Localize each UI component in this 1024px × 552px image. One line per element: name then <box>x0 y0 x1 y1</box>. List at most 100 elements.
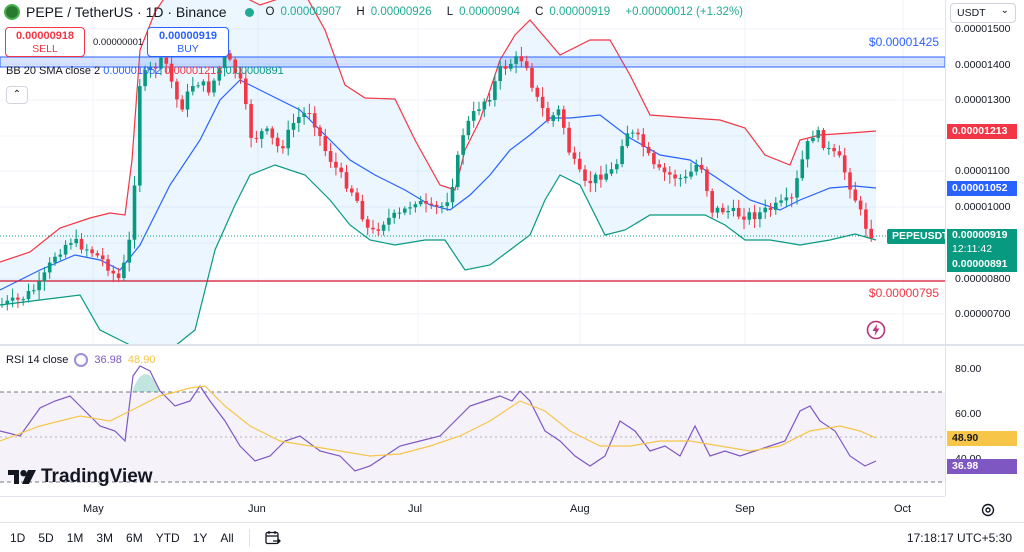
candle-body <box>763 207 767 213</box>
candle-body <box>16 297 20 300</box>
candle-body <box>265 128 269 132</box>
candle-body <box>636 132 640 135</box>
candle-body <box>540 96 545 109</box>
candle-body <box>784 197 789 201</box>
candle-body <box>572 152 577 159</box>
candle-body <box>837 151 842 156</box>
timeframe-1d[interactable]: 1D <box>10 530 26 545</box>
candle-body <box>10 297 15 301</box>
timeframe-1m[interactable]: 1M <box>66 530 84 545</box>
candle-body <box>456 154 460 187</box>
candle-body <box>95 253 100 256</box>
settings-gear-icon[interactable] <box>980 502 996 518</box>
candle-body <box>466 120 471 136</box>
candle-body <box>811 137 815 142</box>
candle-body <box>742 216 746 220</box>
candle-body <box>387 217 391 225</box>
price-chart-pane[interactable]: PEPE / TetherUS · 1D · Binance O 0.000009… <box>0 0 945 345</box>
pepe-logo-icon <box>4 4 20 20</box>
candle-body <box>858 200 863 210</box>
candle-body <box>365 219 370 228</box>
candle-body <box>641 134 646 147</box>
rsi-ma-line <box>0 385 877 457</box>
calendar-goto-icon[interactable] <box>264 529 282 547</box>
sell-button[interactable]: 0.00000918 SELL <box>5 27 85 57</box>
candle-body <box>371 227 375 230</box>
candle-body <box>805 141 810 160</box>
rsi-pane[interactable]: RSI 14 close 36.98 48.90 TradingView <box>0 346 945 496</box>
candle-body <box>577 158 582 170</box>
timeframe-5d[interactable]: 5D <box>38 530 54 545</box>
pane-separator[interactable] <box>0 344 1024 346</box>
candle-body <box>259 131 264 139</box>
currency-select[interactable]: USDT ⌄ <box>950 3 1016 23</box>
candle-body <box>705 169 709 192</box>
candle-body <box>281 146 285 149</box>
time-axis[interactable]: May Jun Jul Aug Sep Oct <box>0 496 945 520</box>
price-scale[interactable]: USDT ⌄ <box>945 0 1024 345</box>
rsi-ma-tag: 48.90 <box>947 431 1017 446</box>
price-tick: 0.00001400 <box>955 59 1011 71</box>
candle-body <box>222 53 227 69</box>
candle-body <box>180 99 184 110</box>
price-chart-canvas[interactable] <box>0 0 945 345</box>
clock-timezone[interactable]: 17:18:17 UTC+5:30 <box>906 530 1012 545</box>
candle-body <box>275 137 280 147</box>
timeframe-3m[interactable]: 3M <box>96 530 114 545</box>
time-label: May <box>83 503 104 515</box>
candle-body <box>297 117 301 123</box>
symbol-header: PEPE / TetherUS · 1D · Binance O 0.000009… <box>4 4 749 20</box>
candle-body <box>789 197 794 199</box>
candle-body <box>122 262 126 279</box>
timeframe-all[interactable]: All <box>220 530 234 545</box>
candle-body <box>249 104 253 138</box>
time-label: Jun <box>248 503 266 515</box>
lightning-icon[interactable] <box>866 320 886 340</box>
candle-body <box>567 127 571 153</box>
candle-body <box>715 207 720 213</box>
symbol-title[interactable]: PEPE / TetherUS · 1D · Binance <box>26 4 227 20</box>
candle-body <box>196 85 200 87</box>
rsi-scale[interactable] <box>945 346 1024 496</box>
price-tick: 0.00001300 <box>955 94 1011 106</box>
candle-body <box>821 130 826 149</box>
candle-body <box>344 172 349 189</box>
candle-body <box>169 63 174 82</box>
candle-body <box>630 132 635 134</box>
candle-body <box>0 304 4 306</box>
bollinger-legend[interactable]: BB 20 SMA close 2 0.00001052 0.00001213 … <box>6 65 284 77</box>
candle-body <box>392 212 396 218</box>
buy-button[interactable]: 0.00000919 BUY <box>147 27 229 57</box>
timeframe-1y[interactable]: 1Y <box>192 530 208 545</box>
candle-body <box>662 167 667 173</box>
spread-value: 0.00000001 <box>93 37 144 48</box>
price-tick: 0.00000700 <box>955 308 1011 320</box>
candle-body <box>47 262 52 273</box>
candle-body <box>270 128 275 138</box>
collapse-legend-button[interactable]: ⌃ <box>6 86 28 104</box>
candle-body <box>26 290 31 300</box>
candle-body <box>244 78 248 105</box>
timeframe-ytd[interactable]: YTD <box>155 530 180 545</box>
rsi-legend[interactable]: RSI 14 close 36.98 48.90 <box>6 353 156 367</box>
timeframe-6m[interactable]: 6M <box>126 530 143 545</box>
candle-body <box>58 254 63 257</box>
candle-body <box>800 159 805 179</box>
rsi-overbought-fill <box>132 374 160 392</box>
candle-body <box>864 209 868 229</box>
rsi-canvas[interactable] <box>0 346 945 496</box>
resistance-label: $0.00001425 <box>868 35 939 49</box>
candle-body <box>673 174 677 179</box>
candle-body <box>689 171 693 177</box>
candle-body <box>615 164 619 170</box>
candle-body <box>148 66 153 71</box>
price-tick: 0.00001500 <box>955 23 1011 35</box>
candle-body <box>138 86 142 186</box>
candle-body <box>795 178 799 198</box>
tradingview-logo[interactable]: TradingView <box>8 466 153 488</box>
candle-body <box>471 111 476 121</box>
candle-body <box>360 200 365 220</box>
tradingview-logo-icon <box>8 470 36 484</box>
candle-body <box>434 204 439 207</box>
candle-body <box>524 61 529 68</box>
